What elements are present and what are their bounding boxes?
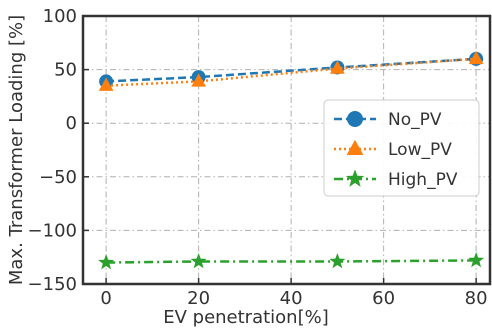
data-point-low-pv [468, 50, 484, 65]
data-point-low-pv [98, 77, 114, 91]
legend-box [323, 99, 480, 197]
series-line-low-pv [106, 57, 477, 87]
legend-label-low-pv: Low_PV [388, 140, 452, 160]
y-axis-label: Max. Transformer Loading [%] [6, 15, 27, 285]
legend-marker-low-pv [346, 139, 364, 155]
series-high-pv [98, 252, 485, 270]
y-tick-label: −50 [39, 167, 77, 188]
x-tick-label: 0 [100, 288, 111, 309]
series-line-high-pv [106, 259, 477, 264]
series-low-pv [98, 50, 484, 91]
y-tick-label: −100 [28, 220, 77, 241]
data-point-high-pv [190, 253, 207, 269]
legend-marker-no-pv [347, 111, 363, 127]
legend: No_PV Low_PV High_PV [323, 99, 480, 197]
x-tick-label: 40 [280, 288, 303, 309]
legend-label-high-pv: High_PV [388, 170, 458, 190]
data-point-low-pv [191, 73, 206, 87]
y-tick-label: 0 [66, 113, 77, 134]
data-point-high-pv [468, 252, 485, 268]
data-point-low-pv [330, 60, 345, 74]
y-tick-label: −150 [28, 274, 77, 295]
x-tick-label: 60 [372, 288, 395, 309]
x-tick-label: 20 [187, 288, 210, 309]
legend-label-no-pv: No_PV [388, 110, 442, 130]
y-tick-label: 100 [43, 6, 77, 27]
plot-frame [81, 14, 492, 286]
data-point-high-pv [98, 254, 115, 270]
x-tick-label: 80 [465, 288, 488, 309]
axis-ticks: 0 20 40 60 80 −150 −100 −50 0 50 100 [28, 6, 488, 309]
y-tick-label: 50 [54, 60, 77, 81]
legend-marker-high-pv [345, 169, 365, 187]
data-point-high-pv [329, 253, 346, 269]
series-layer [98, 50, 485, 270]
x-axis-label: EV penetration[%] [163, 307, 329, 328]
